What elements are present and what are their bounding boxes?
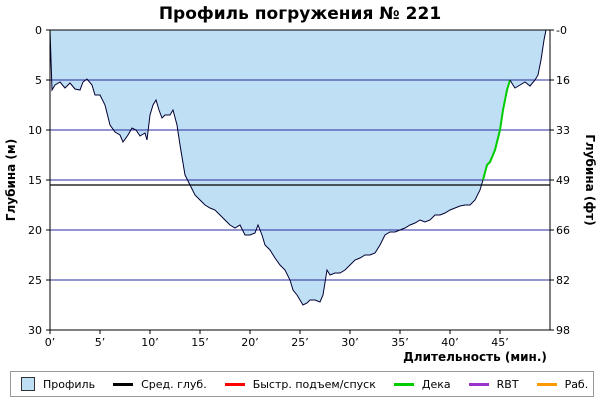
x-tick-label: 15’ [191, 336, 209, 349]
legend-item: Раб. [536, 377, 589, 391]
y-right-tick-label: 49 [556, 174, 570, 187]
y-axis-left-ticks: 0 5 10 15 20 25 30 [28, 24, 50, 337]
legend-label: Быстр. подъем/спуск [252, 377, 376, 391]
legend-swatch [224, 382, 245, 386]
legend-label: Раб. [564, 377, 589, 391]
legend-item: Сред. глуб. [113, 378, 207, 391]
legend-item: Дека [393, 377, 451, 391]
y-left-tick-label: 10 [28, 124, 42, 137]
x-axis-label: Длительность (мин.) [403, 350, 547, 364]
legend-swatch [21, 377, 35, 391]
y-right-tick-label: -0 [556, 24, 567, 37]
x-tick-label: 25’ [291, 336, 309, 349]
legend-label: RBT [496, 377, 519, 391]
legend-label: Профиль [43, 377, 96, 391]
profile-line [49, 29, 484, 306]
x-tick-label: 20’ [241, 336, 259, 349]
y-right-tick-label: 33 [556, 124, 570, 137]
legend-item: RBT [468, 377, 519, 391]
legend-label: Сред. глуб. [141, 377, 207, 391]
y-left-tick-label: 0 [35, 24, 42, 37]
y-right-tick-label: 82 [556, 274, 570, 287]
x-tick-label: 35’ [391, 336, 409, 349]
x-tick-label: 5’ [95, 336, 106, 349]
y-right-tick-label: 16 [556, 74, 570, 87]
y-left-tick-label: 20 [28, 224, 42, 237]
legend-swatch [536, 382, 557, 386]
y-left-tick-label: 30 [28, 324, 42, 337]
y-left-tick-label: 25 [28, 274, 42, 287]
x-axis-ticks: 0’ 5’ 10’ 15’ 20’ 25’ 30’ 35’ 40’ 45’ [45, 330, 509, 349]
legend-label: Дека [421, 377, 451, 391]
y-right-tick-label: 98 [556, 324, 570, 337]
legend-swatch [393, 382, 414, 386]
y-axis-left-label: Глубина (м) [4, 139, 18, 221]
chart-title: Профиль погружения № 221 [159, 4, 441, 24]
y-axis-right-label: Глубина (фт) [583, 134, 597, 225]
y-right-tick-label: 66 [556, 224, 570, 237]
dive-profile-chart: Профиль погружения № 221 0’ 5’ 10’ 15’ 20’ 25… [4, 4, 597, 364]
y-axis-right-ticks: -0 16 33 49 66 82 98 [550, 24, 570, 337]
x-tick-label: 45’ [491, 336, 509, 349]
x-tick-label: 40’ [441, 336, 459, 349]
legend-swatch [113, 382, 134, 386]
legend-item: Быстр. подъем/спуск [224, 377, 376, 391]
legend-swatch [468, 382, 489, 386]
deco-line [482, 79, 511, 181]
x-tick-label: 10’ [141, 336, 159, 349]
legend: Профиль Сред. глуб. Быстр. подъем/спуск Дек… [10, 371, 594, 397]
x-tick-label: 0’ [45, 336, 56, 349]
y-left-tick-label: 5 [35, 74, 42, 87]
legend-item: Профиль [21, 377, 95, 391]
profile-area [50, 30, 546, 305]
y-left-tick-label: 15 [28, 174, 42, 187]
grid-lines [50, 79, 550, 281]
x-tick-label: 30’ [341, 336, 359, 349]
ascent-line [509, 29, 547, 89]
